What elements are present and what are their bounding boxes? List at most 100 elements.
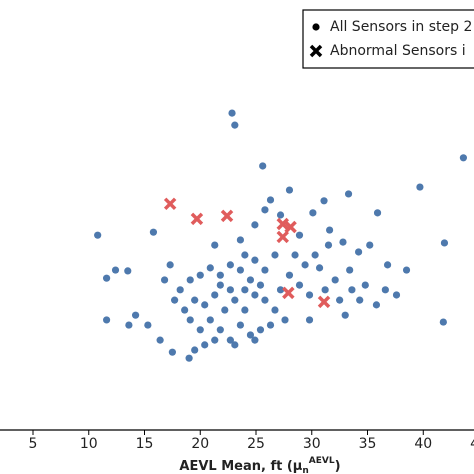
point bbox=[266, 196, 275, 204]
x-tick-label: 25 bbox=[247, 436, 265, 452]
x-label-sub: n bbox=[302, 466, 308, 474]
point bbox=[216, 271, 224, 279]
point bbox=[196, 326, 204, 334]
point bbox=[341, 311, 349, 319]
point bbox=[291, 251, 299, 259]
x-tick-label: 45 bbox=[470, 436, 474, 452]
x-label-text: AEVL Mean, ft (μ bbox=[179, 459, 302, 474]
point bbox=[241, 306, 249, 314]
point bbox=[295, 281, 304, 289]
point bbox=[241, 286, 249, 294]
point bbox=[402, 266, 411, 274]
point bbox=[236, 236, 245, 244]
point bbox=[160, 276, 169, 284]
point bbox=[276, 217, 290, 231]
x-label-sup: AEVL bbox=[309, 456, 335, 466]
point bbox=[226, 336, 234, 344]
point bbox=[309, 209, 317, 217]
point bbox=[439, 318, 447, 326]
point bbox=[191, 346, 199, 354]
point bbox=[216, 281, 224, 289]
point bbox=[285, 271, 294, 279]
point bbox=[373, 209, 382, 217]
point bbox=[295, 231, 304, 239]
point bbox=[276, 211, 285, 219]
point bbox=[186, 316, 194, 324]
x-tick-label: 15 bbox=[136, 436, 154, 452]
point bbox=[326, 226, 334, 234]
point bbox=[315, 264, 324, 272]
point bbox=[320, 197, 328, 205]
point bbox=[228, 109, 236, 117]
point bbox=[211, 241, 219, 249]
point bbox=[241, 251, 249, 259]
point bbox=[261, 206, 269, 214]
point bbox=[211, 291, 219, 299]
point bbox=[231, 121, 239, 129]
point bbox=[339, 238, 347, 246]
point bbox=[282, 286, 295, 300]
point bbox=[336, 296, 344, 304]
x-tick-label: 20 bbox=[191, 436, 209, 452]
legend-marker bbox=[309, 44, 323, 58]
point bbox=[285, 186, 294, 194]
point bbox=[381, 286, 389, 294]
point bbox=[102, 274, 111, 282]
legend-marker bbox=[312, 23, 320, 31]
point bbox=[331, 276, 339, 284]
x-axis-label: AEVL Mean, ft (μnAEVL) bbox=[179, 456, 340, 474]
point bbox=[168, 348, 176, 356]
point bbox=[131, 311, 140, 319]
point bbox=[440, 239, 449, 247]
point bbox=[156, 336, 164, 344]
x-tick-label: 10 bbox=[80, 436, 98, 452]
point bbox=[216, 326, 224, 334]
point bbox=[324, 241, 333, 249]
point bbox=[311, 251, 319, 259]
x-tick-label: 30 bbox=[303, 436, 321, 452]
point bbox=[266, 321, 275, 329]
point bbox=[346, 266, 354, 274]
point bbox=[190, 212, 204, 226]
point bbox=[236, 266, 245, 274]
point bbox=[276, 230, 290, 244]
point bbox=[191, 296, 199, 304]
point bbox=[201, 341, 209, 349]
point bbox=[181, 306, 189, 314]
point bbox=[251, 221, 259, 229]
point bbox=[259, 162, 267, 170]
point bbox=[261, 266, 269, 274]
point bbox=[111, 266, 120, 274]
point bbox=[281, 316, 289, 324]
point bbox=[348, 286, 356, 294]
point bbox=[246, 331, 255, 339]
point bbox=[220, 209, 234, 223]
point bbox=[271, 251, 279, 259]
point bbox=[361, 281, 369, 289]
legend-label: All Sensors in step 2 bbox=[330, 19, 472, 35]
point bbox=[372, 301, 381, 309]
point bbox=[166, 261, 174, 269]
point bbox=[356, 296, 364, 304]
point bbox=[221, 306, 229, 314]
point bbox=[256, 326, 265, 334]
point bbox=[276, 286, 285, 294]
point bbox=[366, 241, 374, 249]
point bbox=[231, 296, 239, 304]
point bbox=[251, 291, 259, 299]
point bbox=[251, 256, 259, 264]
point bbox=[261, 296, 269, 304]
x-label-end: ) bbox=[335, 459, 341, 474]
point bbox=[251, 336, 259, 344]
point bbox=[383, 261, 392, 269]
point bbox=[201, 301, 209, 309]
x-tick-label: 35 bbox=[359, 436, 377, 452]
point bbox=[317, 295, 331, 309]
point bbox=[144, 321, 152, 329]
point bbox=[256, 281, 265, 289]
point bbox=[246, 276, 255, 284]
point bbox=[354, 248, 363, 256]
point bbox=[206, 264, 214, 272]
point bbox=[211, 336, 219, 344]
